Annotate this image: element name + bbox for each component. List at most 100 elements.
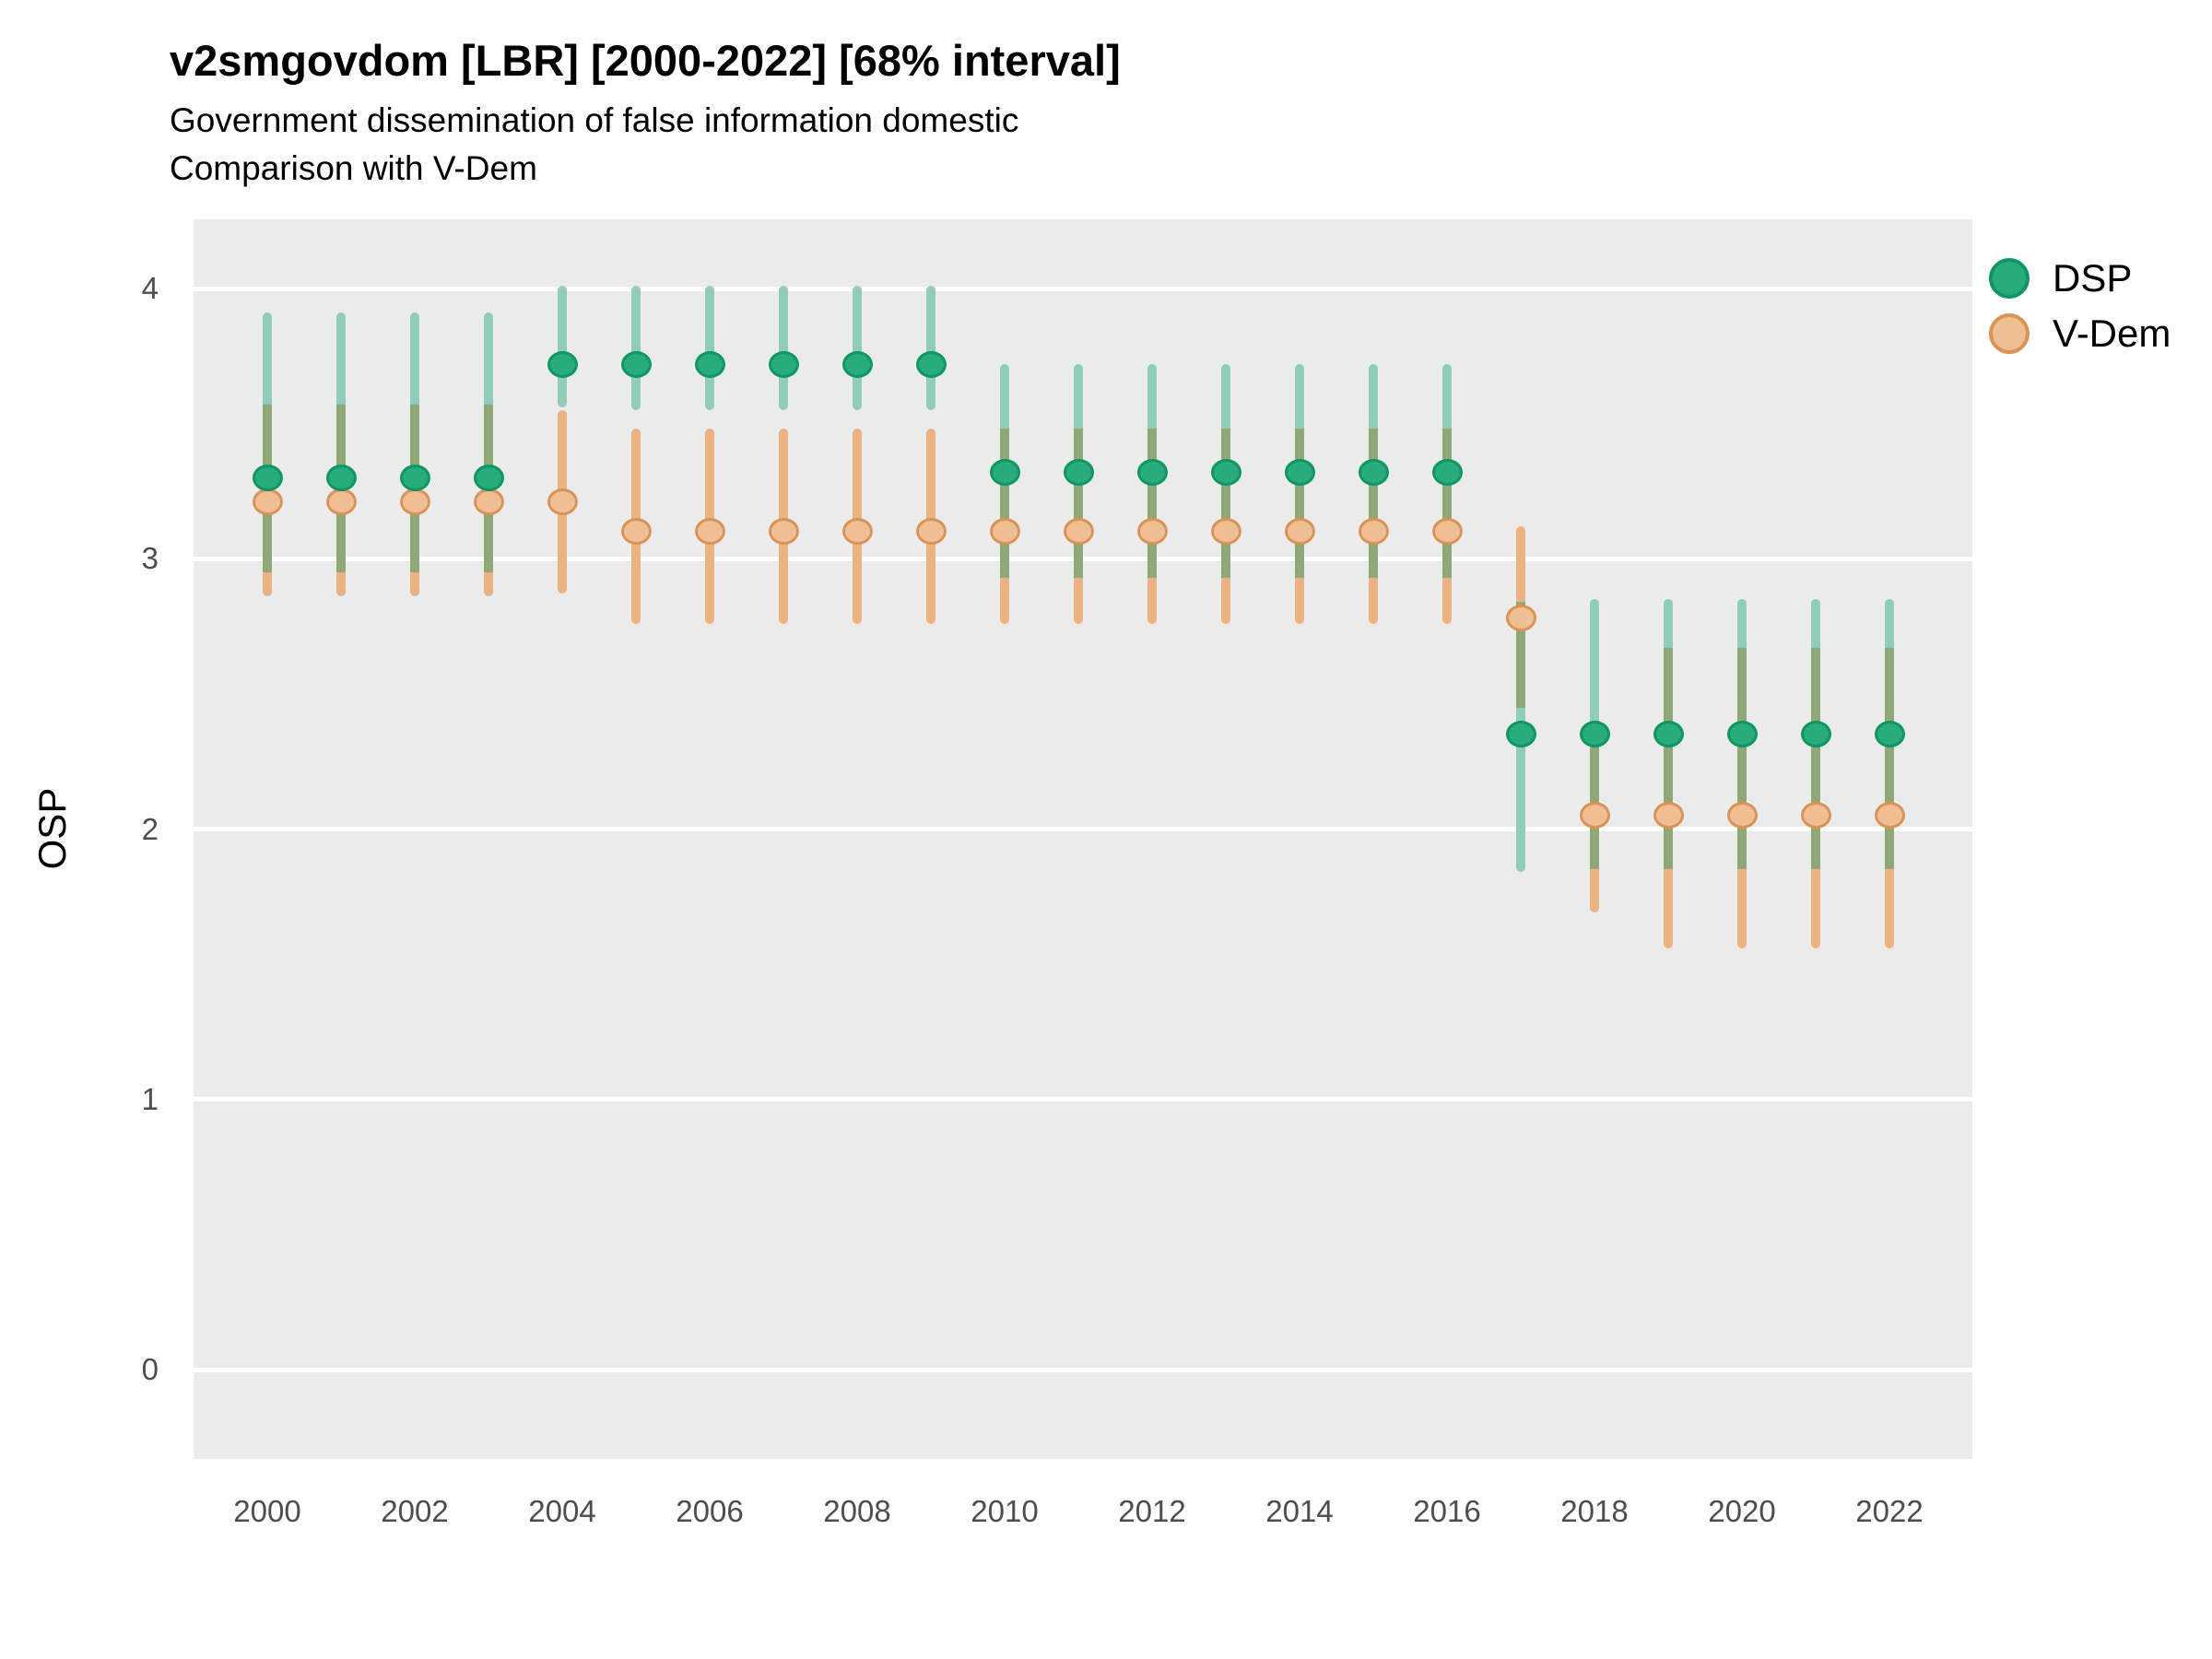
interval-bar-segment-2020 [1737,599,1747,649]
interval-bar-segment-2003 [484,312,493,406]
interval-bar-segment-2016 [1442,577,1452,624]
dsp-point-2009 [915,350,947,378]
interval-bar-segment-2021 [1811,648,1820,870]
interval-bar-segment-2013 [1221,429,1230,578]
interval-bar-segment-2020 [1737,648,1747,870]
y-tick-label-3: 3 [141,541,159,576]
x-tick-label-2008: 2008 [823,1494,891,1528]
x-tick-label-2020: 2020 [1708,1494,1776,1528]
interval-bar-segment-2015 [1369,577,1378,624]
dsp-point-2002 [399,464,430,491]
interval-bar-segment-2000 [263,571,272,597]
interval-bar-segment-2016 [1442,429,1452,578]
dsp-point-2006 [694,350,725,378]
dsp-point-2013 [1210,458,1241,486]
dsp-point-2016 [1431,458,1463,486]
y-tick-label-1: 1 [141,1081,159,1116]
dsp-point-2018 [1579,721,1610,748]
interval-bar-segment-2012 [1147,577,1157,624]
plot-area [194,219,1972,1459]
interval-bar-segment-2012 [1147,429,1157,578]
interval-bar-segment-2019 [1664,869,1673,948]
dsp-point-2014 [1284,458,1315,486]
interval-bar-segment-2022 [1885,648,1894,870]
interval-bar-segment-2013 [1221,577,1230,624]
interval-bar-segment-2000 [263,312,272,406]
x-tick-label-2016: 2016 [1413,1494,1481,1528]
dsp-point-2005 [620,350,652,378]
x-tick-label-2012: 2012 [1118,1494,1186,1528]
dsp-point-2019 [1653,721,1684,748]
vdem-legend-dot-icon [1989,313,2030,354]
interval-bar-segment-2015 [1369,364,1378,429]
vdem-point-2010 [989,518,1020,546]
vdem-point-2004 [547,488,578,516]
x-tick-label-2022: 2022 [1855,1494,1924,1528]
vdem-point-2013 [1210,518,1241,546]
dsp-point-2008 [841,350,873,378]
vdem-point-2009 [915,518,947,546]
vdem-point-2005 [620,518,652,546]
interval-bar-segment-2012 [1147,364,1157,429]
interval-bar-segment-2011 [1074,429,1083,578]
interval-bar-segment-2020 [1737,869,1747,948]
interval-bar-segment-2022 [1885,599,1894,649]
interval-bar-segment-2021 [1811,869,1820,948]
x-tick-label-2014: 2014 [1265,1494,1334,1528]
vdem-point-2020 [1726,802,1758,830]
dsp-point-2000 [252,464,283,491]
interval-bar-segment-2001 [336,312,346,406]
dsp-legend-dot-icon [1989,258,2030,299]
dsp-point-2012 [1136,458,1168,486]
dsp-point-2001 [325,464,357,491]
chart-subtitle-line2: Comparison with V-Dem [170,149,537,187]
interval-bar-segment-2010 [1000,364,1009,429]
interval-bar-segment-2017 [1516,526,1525,603]
dsp-point-2015 [1358,458,1389,486]
gridline-y3 [194,556,1972,561]
interval-bar-segment-2018 [1590,599,1599,722]
interval-bar-segment-2010 [1000,429,1009,578]
dsp-point-2011 [1063,458,1094,486]
x-tick-label-2006: 2006 [676,1494,744,1528]
interval-bar-segment-2002 [410,312,419,406]
interval-bar-segment-2004 [558,286,567,408]
gridline-y0 [194,1367,1972,1372]
dsp-point-2003 [473,464,504,491]
interval-bar-segment-2011 [1074,577,1083,624]
x-tick-label-2010: 2010 [971,1494,1039,1528]
chart-title: v2smgovdom [LBR] [2000-2022] [68% interv… [170,36,1121,85]
dsp-point-2017 [1505,721,1536,748]
vdem-point-2011 [1063,518,1094,546]
chart-subtitle-line1: Government dissemination of false inform… [170,101,1019,139]
dsp-point-2004 [547,350,578,378]
interval-bar-segment-2002 [410,571,419,597]
interval-bar-segment-2017 [1516,602,1525,708]
y-tick-label-0: 0 [141,1352,159,1386]
interval-bar-segment-2005 [631,286,641,410]
vdem-point-2006 [694,518,725,546]
gridline-y4 [194,286,1972,291]
x-tick-label-2002: 2002 [381,1494,449,1528]
vdem-point-2008 [841,518,873,546]
vdem-point-2001 [325,488,357,516]
vdem-point-2007 [768,518,799,546]
vdem-point-2003 [473,488,504,516]
interval-bar-segment-2006 [705,286,714,410]
interval-bar-segment-2014 [1295,577,1304,624]
interval-bar-segment-2009 [926,286,935,410]
interval-bar-segment-2013 [1221,364,1230,429]
vdem-point-2002 [399,488,430,516]
y-tick-label-2: 2 [141,811,159,846]
interval-bar-segment-2022 [1885,869,1894,948]
dsp-point-2021 [1800,721,1831,748]
y-axis-title: OSP [30,787,74,870]
dsp-point-2007 [768,350,799,378]
dsp-point-2020 [1726,721,1758,748]
interval-bar-segment-2021 [1811,599,1820,649]
interval-bar-segment-2008 [853,286,862,410]
x-tick-label-2000: 2000 [233,1494,301,1528]
vdem-point-2021 [1800,802,1831,830]
interval-bar-segment-2007 [779,286,788,410]
dsp-point-2022 [1874,721,1905,748]
